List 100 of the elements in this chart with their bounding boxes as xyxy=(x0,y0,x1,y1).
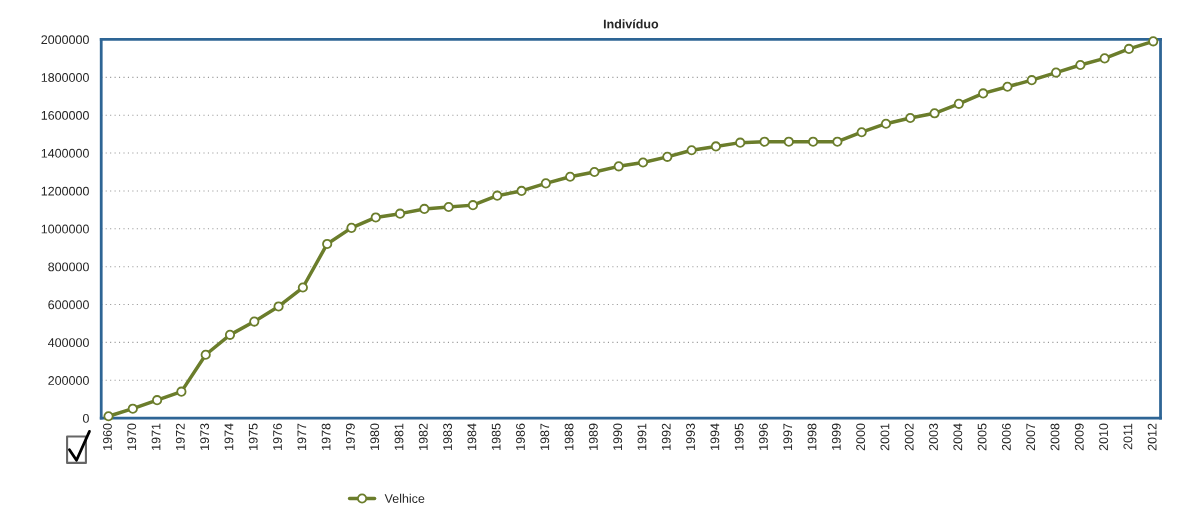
x-tick-label: 2001 xyxy=(880,423,890,451)
y-tick-label: 1200000 xyxy=(41,186,89,196)
x-tick-label: 1986 xyxy=(516,423,525,450)
y-tick-label: 2000000 xyxy=(41,35,89,45)
x-tick-label: 2011 xyxy=(1123,423,1133,450)
x-tick-label: 2007 xyxy=(1026,423,1036,451)
point xyxy=(735,137,746,148)
x-tick-label: 1985 xyxy=(491,423,501,450)
x-tick-label: 2006 xyxy=(1001,423,1011,451)
x-tick-label: 2004 xyxy=(953,423,963,451)
x-tick-label: 1976 xyxy=(273,423,282,450)
x-tick-label: 1999 xyxy=(831,423,841,450)
x-tick-label: 1975 xyxy=(248,423,258,450)
point xyxy=(200,349,211,360)
x-tick-label: 1977 xyxy=(297,423,307,450)
point xyxy=(467,200,479,211)
point xyxy=(808,136,819,147)
point xyxy=(1002,81,1013,92)
x-tick-label: 1978 xyxy=(321,423,331,450)
chart-title: Indivíduo xyxy=(603,19,659,29)
x-tick-label: 2002 xyxy=(904,423,914,451)
y-tick-label: 600000 xyxy=(48,300,89,310)
point xyxy=(370,212,381,223)
point xyxy=(103,411,114,422)
point xyxy=(346,222,357,233)
point xyxy=(297,282,308,293)
point xyxy=(929,108,940,119)
x-tick-label: 1982 xyxy=(418,423,428,450)
x-tick-label: 2012 xyxy=(1147,423,1157,451)
point xyxy=(394,208,406,219)
point xyxy=(905,112,916,124)
point xyxy=(1050,67,1062,78)
x-tick-label: 2010 xyxy=(1099,423,1108,451)
point xyxy=(637,157,649,168)
x-tick-label: 1995 xyxy=(734,423,744,450)
point xyxy=(1148,36,1159,47)
y-tick-label: 1000000 xyxy=(41,224,89,234)
x-tick-label: 1984 xyxy=(467,423,477,450)
x-tick-label: 1994 xyxy=(710,423,720,450)
x-tick-label: 2003 xyxy=(929,423,938,451)
x-tick-label: 1960 xyxy=(103,423,112,450)
point xyxy=(224,329,236,340)
point xyxy=(783,136,794,147)
y-tick-label: 0 xyxy=(82,413,89,423)
x-tick-label: 1991 xyxy=(637,423,647,450)
x-tick-label: 1998 xyxy=(807,423,817,450)
point xyxy=(832,136,843,147)
x-tick-label: 1980 xyxy=(370,423,380,450)
x-tick-label: 1990 xyxy=(613,423,623,450)
point xyxy=(1123,43,1135,54)
x-tick-label: 1997 xyxy=(783,423,793,450)
x-tick-label: 1973 xyxy=(200,423,210,450)
x-tick-label: 1996 xyxy=(759,423,768,450)
x-tick-label: 2005 xyxy=(977,423,987,451)
legend-label: Velhice xyxy=(384,493,425,503)
point xyxy=(492,190,503,201)
x-tick-label: 1981 xyxy=(394,423,404,450)
point xyxy=(613,161,624,172)
x-tick-label: 1993 xyxy=(686,423,695,450)
x-tick-label: 2000 xyxy=(856,423,866,451)
x-tick-label: 1972 xyxy=(175,423,185,450)
point xyxy=(443,201,454,213)
point xyxy=(516,185,527,197)
point xyxy=(953,98,964,109)
y-tick-label: 1400000 xyxy=(41,148,89,158)
point xyxy=(419,203,430,214)
point xyxy=(249,316,260,327)
point xyxy=(662,151,673,162)
point xyxy=(1026,75,1037,86)
point xyxy=(686,145,697,156)
point xyxy=(589,166,600,178)
point xyxy=(322,238,333,250)
point xyxy=(273,301,284,312)
x-tick-label: 1974 xyxy=(224,423,234,450)
y-tick-label: 1800000 xyxy=(41,73,89,82)
point xyxy=(759,136,770,147)
x-tick-label: 1992 xyxy=(661,423,671,450)
point xyxy=(176,386,187,397)
point xyxy=(565,171,576,182)
y-tick-label: 800000 xyxy=(48,262,89,272)
x-tick-label: 1989 xyxy=(588,423,598,450)
x-tick-label: 1988 xyxy=(564,423,574,450)
y-tick-label: 400000 xyxy=(48,338,89,348)
x-tick-label: 1979 xyxy=(345,423,355,450)
point xyxy=(856,127,867,138)
x-tick-label: 2008 xyxy=(1050,423,1060,451)
point xyxy=(1075,59,1086,71)
x-tick-label: 1971 xyxy=(151,423,161,450)
y-tick-label: 1600000 xyxy=(41,110,89,120)
point xyxy=(540,178,551,189)
x-tick-label: 2009 xyxy=(1074,423,1084,451)
point xyxy=(1099,53,1110,64)
x-tick-label: 1970 xyxy=(127,423,137,450)
y-tick-label: 200000 xyxy=(48,376,89,385)
point xyxy=(978,88,989,99)
x-tick-label: 1987 xyxy=(540,423,550,450)
point xyxy=(152,395,163,406)
point xyxy=(880,118,892,129)
point xyxy=(127,403,138,414)
point xyxy=(710,141,721,152)
